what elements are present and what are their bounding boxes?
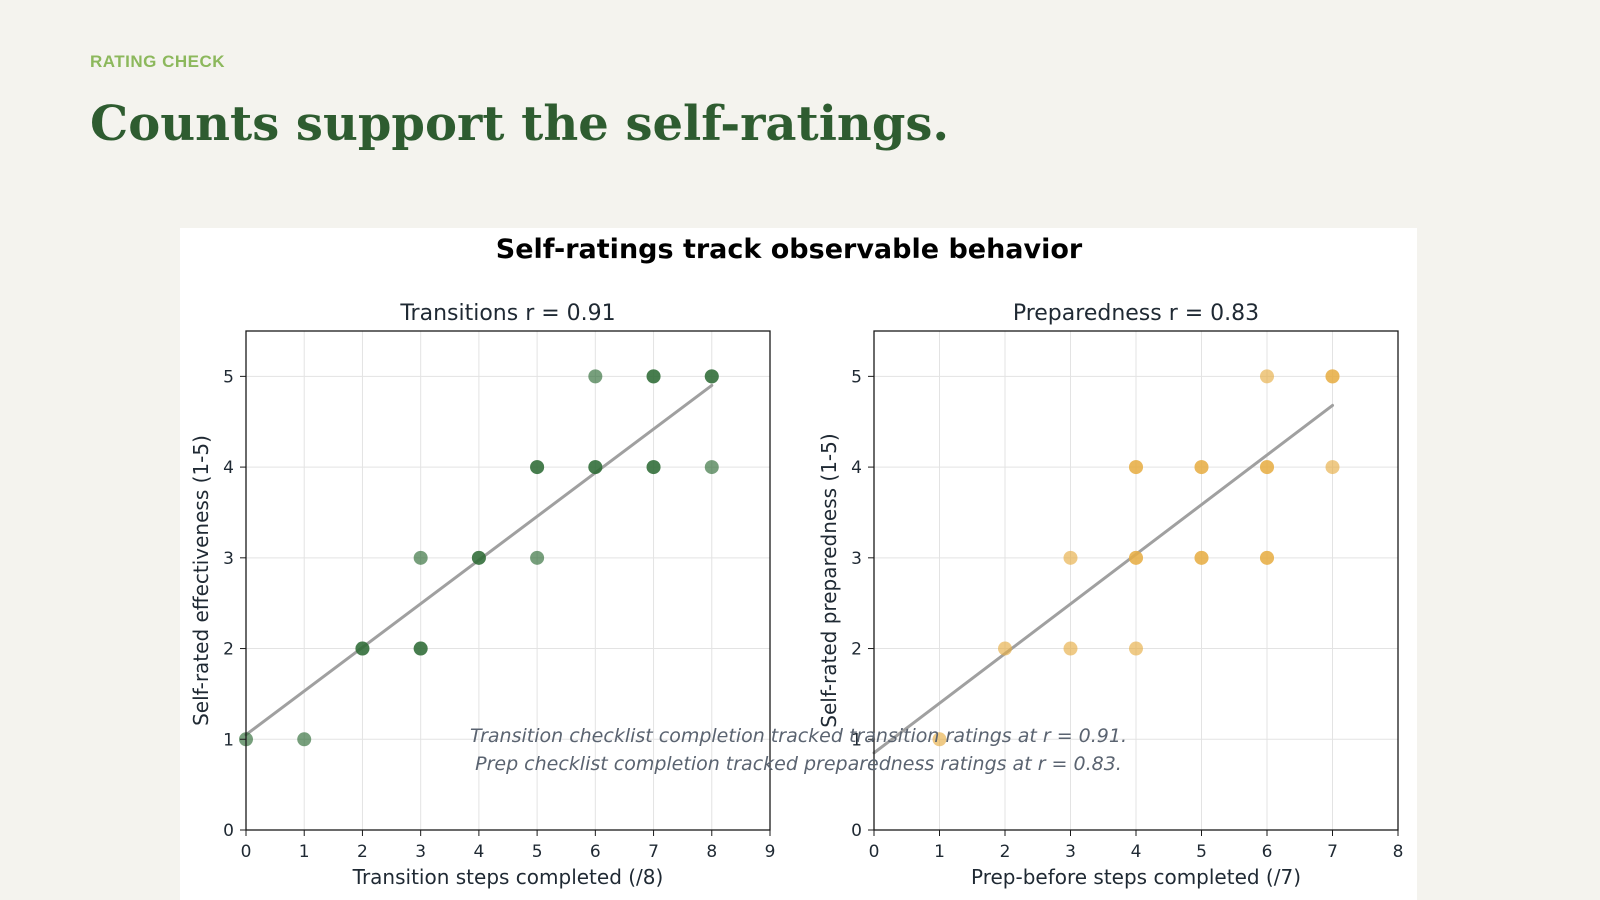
data-point — [1129, 641, 1143, 656]
x-tick-label: 4 — [473, 842, 484, 862]
x-tick-label: 5 — [532, 842, 543, 862]
data-point — [355, 641, 370, 656]
y-tick-label: 1 — [851, 730, 862, 750]
data-point — [932, 732, 947, 747]
x-tick-label: 7 — [648, 842, 659, 862]
x-tick-label: 8 — [706, 842, 717, 862]
caption-line-1: Transition checklist completion tracked … — [469, 725, 1128, 747]
y-tick-label: 1 — [223, 730, 234, 750]
y-tick-label: 2 — [851, 640, 862, 660]
x-tick-label: 4 — [1131, 842, 1142, 862]
data-point — [1325, 460, 1340, 475]
caption-line-2: Prep checklist completion tracked prepar… — [475, 753, 1122, 775]
data-point — [413, 550, 428, 565]
data-point — [1260, 460, 1274, 475]
data-point — [998, 641, 1012, 656]
figure-caption: Transition checklist completion tracked … — [180, 722, 1417, 778]
y-tick-label: 2 — [223, 640, 234, 660]
data-point — [413, 641, 428, 656]
x-tick-label: 9 — [765, 842, 776, 862]
data-point — [530, 460, 545, 475]
y-tick-label: 4 — [223, 458, 234, 478]
x-tick-label: 1 — [299, 842, 310, 862]
x-tick-label: 3 — [1065, 842, 1076, 862]
data-point — [1260, 369, 1274, 384]
y-tick-label: 5 — [851, 367, 862, 387]
y-tick-label: 3 — [223, 549, 234, 569]
x-tick-label: 3 — [415, 842, 426, 862]
data-point — [1260, 550, 1274, 565]
section-kicker: RATING CHECK — [90, 52, 226, 71]
figure-title: Self-ratings track observable behavior — [496, 234, 1083, 265]
y-axis-label: Self-rated preparedness (1-5) — [817, 433, 841, 727]
data-point — [1063, 641, 1078, 656]
x-tick-label: 2 — [357, 842, 368, 862]
chart-panel-1: 0 1 2 3 4 5 6 7 8 9 0 1 2 3 4 5 Transitions r = 0.91 Tran… — [189, 301, 775, 889]
data-point — [1063, 550, 1078, 565]
data-point — [1129, 550, 1143, 565]
data-point — [1129, 460, 1143, 475]
y-tick-label: 5 — [223, 367, 234, 387]
x-axis-label: Transition steps completed (/8) — [352, 865, 664, 889]
x-tick-label: 6 — [1262, 842, 1273, 862]
fit-line — [872, 403, 1334, 755]
chart-panel-2: 0 1 2 3 4 5 6 7 8 0 1 2 3 4 5 Preparedness r = 0.83 Prep… — [817, 301, 1403, 889]
panel-title: Preparedness r = 0.83 — [1013, 301, 1259, 326]
page-headline: Counts support the self-ratings. — [90, 96, 950, 152]
y-tick-label: 4 — [851, 458, 862, 478]
data-point — [1194, 460, 1209, 475]
y-axis-label: Self-rated effectiveness (1-5) — [189, 435, 213, 726]
figure-panel: Self-ratings track observable behavior 0… — [180, 228, 1417, 900]
x-tick-label: 1 — [934, 842, 945, 862]
axes-frame — [245, 330, 771, 831]
x-tick-label: 7 — [1327, 842, 1338, 862]
data-point — [1325, 369, 1340, 384]
y-tick-label: 3 — [851, 549, 862, 569]
x-tick-label: 8 — [1393, 842, 1404, 862]
x-tick-label: 5 — [1196, 842, 1207, 862]
data-point — [704, 369, 719, 384]
data-point — [1194, 550, 1209, 565]
x-axis-label: Prep-before steps completed (/7) — [971, 865, 1301, 889]
y-tick-label: 0 — [223, 821, 234, 841]
panel-title: Transitions r = 0.91 — [399, 301, 615, 326]
x-tick-label: 2 — [1000, 842, 1011, 862]
data-point — [588, 460, 603, 475]
x-tick-label: 0 — [241, 842, 252, 862]
x-tick-label: 6 — [590, 842, 601, 862]
data-point — [297, 732, 312, 747]
y-tick-label: 0 — [851, 821, 862, 841]
data-point — [646, 460, 661, 475]
data-point — [704, 460, 719, 475]
data-point — [471, 550, 486, 565]
data-point — [588, 369, 603, 384]
x-tick-label: 0 — [869, 842, 880, 862]
data-point — [530, 550, 545, 565]
data-point — [646, 369, 661, 384]
scatter-figure: Self-ratings track observable behavior 0… — [189, 234, 1403, 889]
